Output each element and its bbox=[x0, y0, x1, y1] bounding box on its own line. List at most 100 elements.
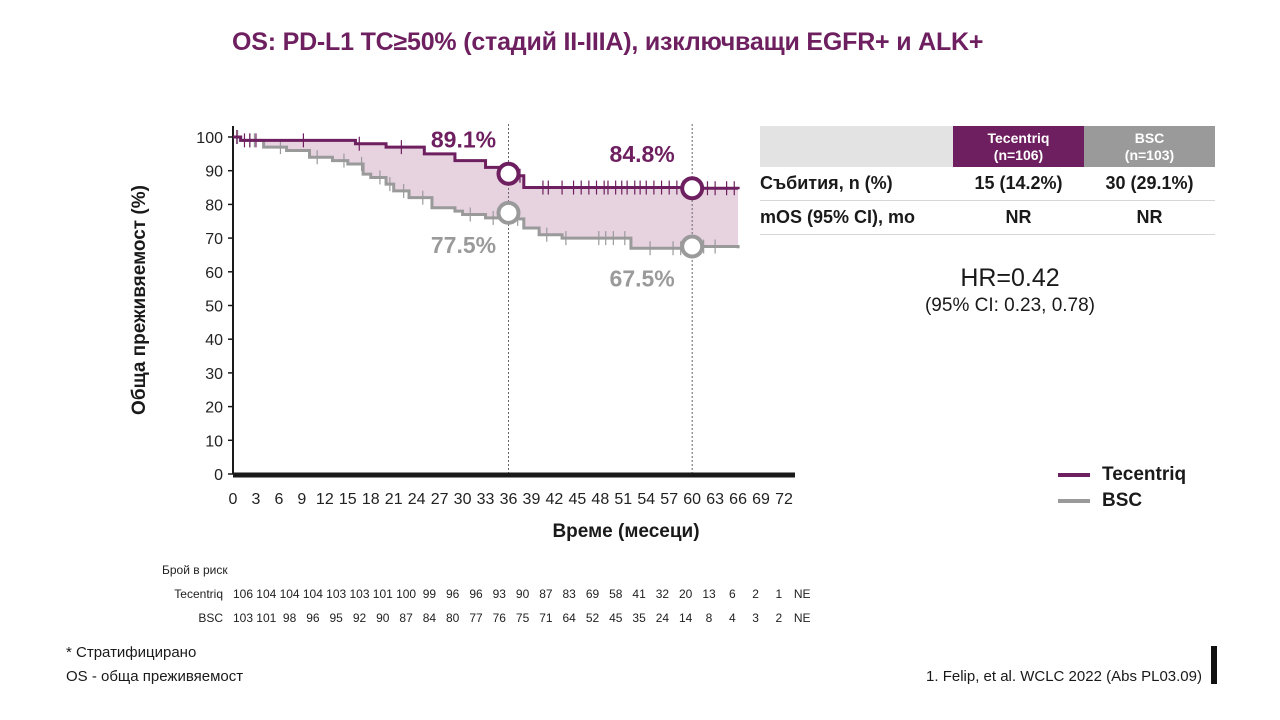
risk-value-bsc: 90 bbox=[376, 611, 390, 625]
header-tecentriq-name: Tecentriq bbox=[987, 129, 1050, 146]
series-line-tecentriq bbox=[233, 135, 740, 190]
milestone-label: 89.1% bbox=[431, 127, 496, 153]
x-axis-label: Време (месеци) bbox=[552, 521, 700, 542]
y-tick-label: 60 bbox=[205, 265, 223, 282]
header-bsc-n: (n=103) bbox=[1124, 146, 1175, 163]
milestone-marker bbox=[496, 161, 521, 186]
x-tick-label: 15 bbox=[339, 491, 357, 508]
table-row-mos: mOS (95% CI), mo NR NR bbox=[760, 201, 1215, 235]
row-label: mOS (95% CI), mo bbox=[760, 207, 916, 227]
x-tick-label: 57 bbox=[660, 491, 678, 508]
legend-swatch-bsc bbox=[1058, 499, 1090, 503]
risk-value-bsc: 95 bbox=[329, 611, 343, 625]
risk-value-tecentriq: 101 bbox=[372, 587, 393, 601]
y-tick-label: 0 bbox=[214, 467, 223, 484]
x-tick-label: 33 bbox=[477, 491, 495, 508]
reference-citation: 1. Felip, et al. WCLC 2022 (Abs PL03.09) bbox=[926, 668, 1202, 685]
risk-value-bsc: 101 bbox=[256, 611, 277, 625]
x-tick-label: 51 bbox=[614, 491, 632, 508]
cell-bsc: NR bbox=[1136, 207, 1163, 227]
risk-value-tecentriq: 104 bbox=[279, 587, 300, 601]
x-tick-label: 60 bbox=[683, 491, 701, 508]
risk-value-bsc: 52 bbox=[585, 611, 600, 625]
risk-value-tecentriq: 96 bbox=[469, 587, 483, 601]
corner-bar bbox=[1211, 646, 1217, 684]
y-tick-label: 50 bbox=[205, 299, 223, 316]
cell-bsc: 30 (29.1%) bbox=[1105, 173, 1194, 193]
chart-title: OS: PD-L1 TC≥50% (стадий II-IIIA), изклю… bbox=[232, 28, 984, 56]
x-tick-label: 27 bbox=[431, 491, 449, 508]
legend-item-tecentriq: Tecentriq bbox=[1058, 462, 1186, 488]
footnote-os-definition: OS - обща преживяемост bbox=[66, 668, 244, 685]
x-tick-label: 12 bbox=[316, 491, 334, 508]
x-tick-label: 63 bbox=[706, 491, 724, 508]
milestone-marker bbox=[496, 200, 521, 225]
risk-value-tecentriq: 99 bbox=[422, 587, 437, 601]
risk-value-tecentriq: 6 bbox=[728, 587, 736, 601]
x-tick-label: 30 bbox=[454, 491, 472, 508]
risk-value-tecentriq: 1 bbox=[775, 587, 783, 601]
x-tick-label: 66 bbox=[729, 491, 747, 508]
y-tick-label: 40 bbox=[205, 332, 223, 349]
risk-value-bsc: 2 bbox=[775, 611, 783, 625]
milestone-label: 67.5% bbox=[610, 266, 675, 292]
x-tick-label: 0 bbox=[229, 491, 238, 508]
risk-value-bsc: 80 bbox=[446, 611, 460, 625]
risk-value-bsc: 76 bbox=[492, 611, 506, 625]
x-tick-label: 24 bbox=[408, 491, 426, 508]
hazard-ratio: HR=0.42 bbox=[960, 264, 1060, 292]
hazard-ratio-ci: (95% CI: 0.23, 0.78) bbox=[924, 295, 1096, 316]
x-tick-label: 45 bbox=[568, 491, 586, 508]
risk-value-tecentriq: 32 bbox=[655, 587, 670, 601]
risk-value-bsc: 87 bbox=[399, 611, 413, 625]
risk-value-tecentriq: 83 bbox=[562, 587, 576, 601]
table-row-events: Събития, n (%) 15 (14.2%) 30 (29.1%) bbox=[760, 167, 1215, 201]
risk-value-tecentriq: 58 bbox=[609, 587, 623, 601]
risk-value-bsc: 3 bbox=[752, 611, 759, 625]
y-tick-label: 90 bbox=[205, 164, 223, 181]
legend-swatch-tecentriq bbox=[1058, 473, 1090, 477]
header-blank-cell bbox=[760, 126, 953, 167]
risk-value-bsc: 35 bbox=[632, 611, 646, 625]
x-tick-label: 72 bbox=[775, 491, 793, 508]
x-tick-label: 3 bbox=[252, 491, 261, 508]
row-label: Събития, n (%) bbox=[760, 173, 893, 193]
risk-value-bsc: 45 bbox=[609, 611, 623, 625]
footnote-stratified: * Стратифицирано bbox=[66, 644, 197, 661]
y-tick-label: 30 bbox=[205, 366, 223, 383]
x-tick-label: 39 bbox=[523, 491, 541, 508]
header-tecentriq-n: (n=106) bbox=[993, 146, 1044, 163]
milestone-marker bbox=[680, 176, 705, 201]
risk-value-tecentriq: 69 bbox=[585, 587, 600, 601]
risk-value-tecentriq: 13 bbox=[702, 587, 716, 601]
series-line-bsc bbox=[233, 135, 740, 250]
y-tick-label: 10 bbox=[205, 433, 223, 450]
risk-value-bsc: 4 bbox=[728, 611, 736, 625]
difference-area bbox=[233, 137, 739, 249]
risk-value-tecentriq: 2 bbox=[752, 587, 759, 601]
x-tick-label: 21 bbox=[385, 491, 403, 508]
risk-value-tecentriq: 20 bbox=[679, 587, 693, 601]
x-tick-label: 48 bbox=[591, 491, 609, 508]
x-tick-label: 9 bbox=[297, 491, 306, 508]
legend-label-bsc: BSC bbox=[1102, 490, 1143, 511]
y-tick-label: 70 bbox=[205, 231, 223, 248]
risk-value-bsc: NE bbox=[793, 611, 811, 625]
x-tick-label: 36 bbox=[500, 491, 518, 508]
results-table: Tecentriq (n=106) BSC (n=103) Събития, n… bbox=[760, 126, 1215, 235]
x-tick-label: 54 bbox=[637, 491, 655, 508]
risk-value-bsc: 71 bbox=[539, 611, 553, 625]
legend-item-bsc: BSC bbox=[1058, 488, 1186, 514]
risk-value-bsc: 103 bbox=[232, 611, 254, 625]
chart-legend: Tecentriq BSC bbox=[1058, 462, 1186, 514]
risk-value-tecentriq: 90 bbox=[515, 587, 530, 601]
risk-value-bsc: 14 bbox=[679, 611, 693, 625]
risk-value-tecentriq: NE bbox=[793, 587, 811, 601]
risk-value-bsc: 96 bbox=[306, 611, 320, 625]
y-axis-label: Обща преживяемост (%) bbox=[129, 185, 150, 415]
risk-row-label-bsc: BSC bbox=[198, 611, 223, 625]
results-table-header: Tecentriq (n=106) BSC (n=103) bbox=[760, 126, 1215, 167]
y-tick-label: 20 bbox=[205, 400, 223, 417]
cell-tecentriq: 15 (14.2%) bbox=[974, 173, 1063, 193]
